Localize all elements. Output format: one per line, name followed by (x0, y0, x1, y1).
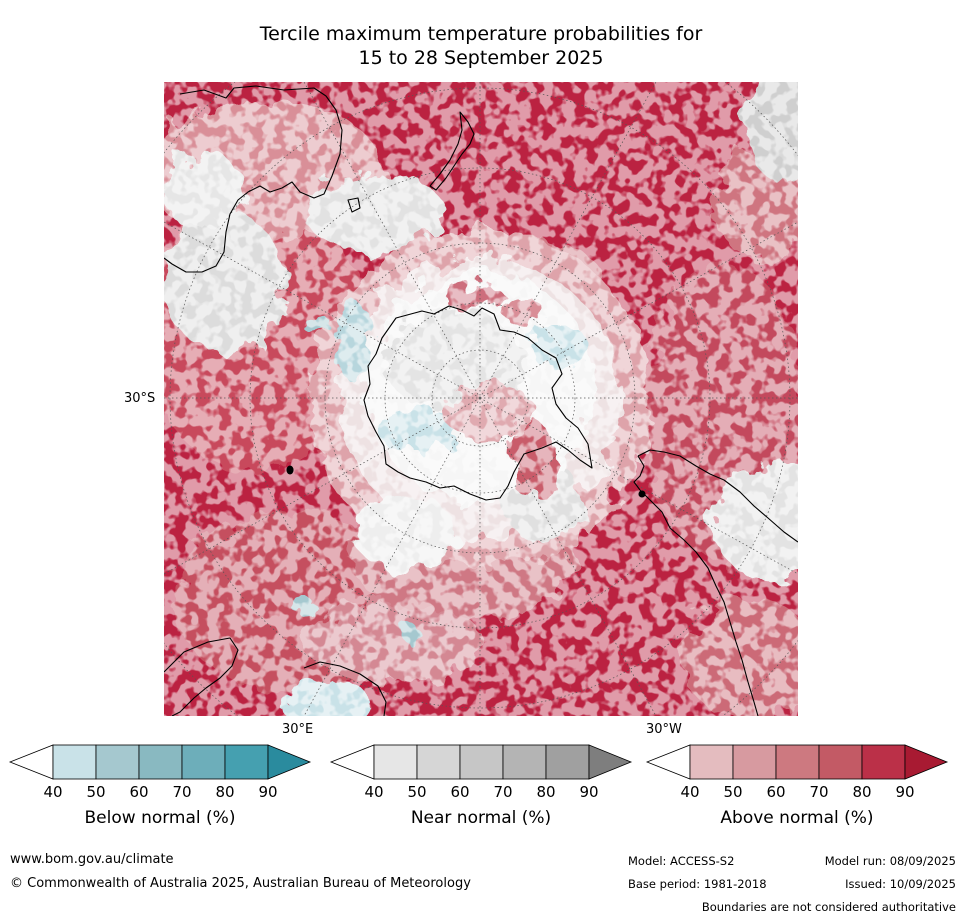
tick-label: 40 (680, 783, 700, 801)
colorbar-segment (181, 744, 226, 780)
island-kerguelen (286, 465, 294, 475)
madagascar-coastline (303, 661, 387, 716)
tick-label: 80 (536, 783, 556, 801)
website-link[interactable]: www.bom.gov.au/climate (10, 852, 174, 867)
base-period-text: Base period: 1981-2018 (628, 877, 767, 891)
tick-label: 50 (86, 783, 106, 801)
longitude-label-30w: 30°W (646, 722, 682, 737)
colorbar-segment (861, 744, 906, 780)
above-normal-colorbar-graphic (645, 744, 949, 780)
colorbar-segment (689, 744, 734, 780)
colorbar-extend-low (645, 744, 691, 780)
tick-label: 90 (895, 783, 915, 801)
colorbar-segment (732, 744, 777, 780)
colorbar-segment (373, 744, 418, 780)
colorbar-extend-high (267, 744, 312, 780)
colorbar-segment (502, 744, 547, 780)
map-title: Tercile maximum temperature probabilitie… (164, 22, 798, 70)
near-normal-label: Near normal (%) (410, 808, 552, 828)
near-normal-colorbar-graphic (329, 744, 633, 780)
above-normal-colorbar (645, 744, 949, 780)
patagonia-tip (633, 455, 645, 491)
title-line-1: Tercile maximum temperature probabilitie… (259, 23, 703, 45)
tick-label: 60 (129, 783, 149, 801)
island-south-georgia (638, 490, 646, 498)
tick-label: 80 (215, 783, 235, 801)
above-normal-label: Above normal (%) (720, 808, 874, 828)
latitude-label-30s: 30°S (124, 391, 156, 406)
colorbar-segment (138, 744, 183, 780)
colorbar-segment (224, 744, 269, 780)
below-normal-label: Below normal (%) (84, 808, 236, 828)
australia-coastline (164, 85, 343, 273)
near-normal-colorbar (329, 744, 633, 780)
tick-label: 50 (407, 783, 427, 801)
tick-label: 80 (852, 783, 872, 801)
tick-label: 90 (579, 783, 599, 801)
colorbar-segment (416, 744, 461, 780)
antarctica-coastline (363, 305, 593, 501)
below-normal-colorbar-graphic (8, 744, 312, 780)
copyright-text: © Commonwealth of Australia 2025, Austra… (10, 876, 471, 891)
colorbar-extend-low (8, 744, 54, 780)
colorbar-segment (775, 744, 820, 780)
colorbar-segment (459, 744, 504, 780)
south-america-coastline (637, 449, 798, 543)
model-run-text: Model run: 08/09/2025 (824, 854, 956, 868)
tasmania-coastline (347, 197, 361, 213)
title-line-2: 15 to 28 September 2025 (358, 47, 604, 69)
model-text: Model: ACCESS-S2 (628, 854, 735, 868)
africa-coastline (164, 637, 239, 716)
tick-label: 40 (43, 783, 63, 801)
tick-label: 70 (172, 783, 192, 801)
tick-label: 60 (450, 783, 470, 801)
colorbar-segment (545, 744, 590, 780)
tick-label: 70 (809, 783, 829, 801)
colorbar-segment (52, 744, 97, 780)
tick-label: 50 (723, 783, 743, 801)
probability-map (164, 82, 798, 716)
tick-label: 90 (258, 783, 278, 801)
tick-label: 40 (364, 783, 384, 801)
south-america-coastline-lower (639, 489, 759, 716)
colorbar-segment (818, 744, 863, 780)
new-zealand-coastline (429, 111, 475, 191)
colorbar-extend-low (329, 744, 375, 780)
tick-label: 60 (766, 783, 786, 801)
tick-label: 70 (493, 783, 513, 801)
graticule (164, 82, 798, 716)
colorbar-segment (95, 744, 140, 780)
longitude-label-30e: 30°E (282, 722, 314, 737)
colorbar-extend-high (904, 744, 949, 780)
disclaimer-text: Boundaries are not considered authoritat… (701, 900, 956, 914)
issued-text: Issued: 10/09/2025 (845, 877, 956, 891)
coastlines (164, 85, 798, 716)
below-normal-colorbar (8, 744, 312, 780)
colorbar-extend-high (588, 744, 633, 780)
